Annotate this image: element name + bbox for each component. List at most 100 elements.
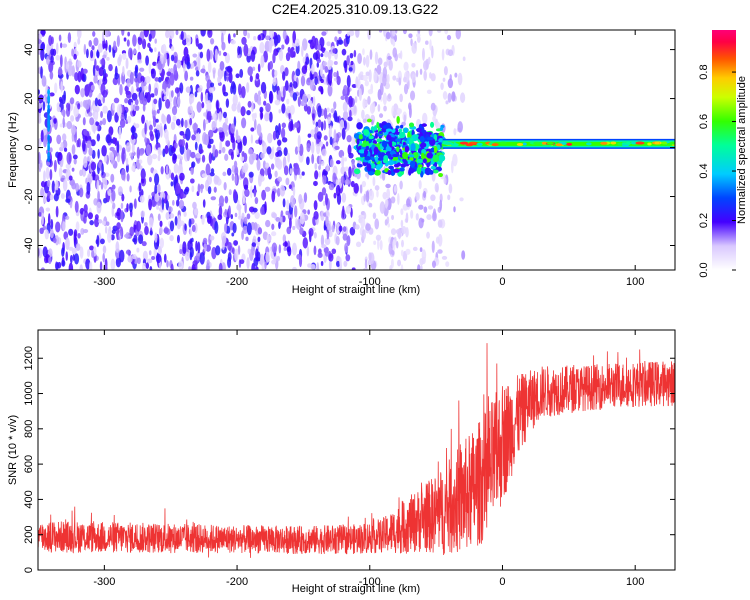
noise-blob [156, 204, 160, 210]
noise-blob [105, 39, 108, 51]
noise-blob [195, 153, 201, 159]
noise-blob [276, 255, 281, 262]
noise-blob [378, 113, 384, 118]
noise-blob [408, 33, 413, 39]
noise-blob [154, 47, 157, 53]
noise-blob [332, 172, 337, 185]
noise-blob [430, 194, 436, 202]
noise-blob [312, 112, 315, 121]
noise-blob [275, 217, 281, 222]
noise-blob [184, 70, 189, 82]
noise-blob [271, 190, 276, 203]
noise-blob [350, 60, 354, 66]
noise-blob [219, 60, 225, 71]
noise-blob [325, 141, 329, 147]
noise-blob [72, 154, 78, 160]
noise-blob [401, 121, 406, 126]
noise-blob [230, 136, 235, 143]
noise-blob [232, 94, 238, 107]
noise-blob [206, 48, 211, 62]
noise-blob [244, 202, 247, 214]
noise-blob [430, 73, 436, 82]
signal-peak [555, 143, 563, 147]
noise-blob [185, 86, 191, 93]
noise-blob [373, 240, 377, 245]
noise-blob [406, 198, 411, 208]
noise-blob [92, 104, 96, 111]
noise-blob [423, 60, 429, 71]
noise-blob [56, 134, 62, 145]
noise-blob [313, 180, 318, 187]
noise-blob [76, 30, 82, 39]
noise-blob [65, 61, 70, 70]
noise-blob [351, 159, 355, 169]
signal-cluster-blob [353, 133, 361, 139]
noise-blob [43, 170, 46, 183]
noise-blob [368, 69, 372, 83]
noise-blob [362, 74, 369, 82]
noise-blob [345, 254, 351, 262]
noise-blob [131, 165, 135, 172]
noise-blob [65, 237, 70, 250]
noise-blob [110, 156, 115, 165]
noise-blob [292, 81, 298, 89]
signal-cluster-blob [385, 122, 392, 130]
noise-streak-blob [47, 145, 50, 152]
noise-blob [59, 123, 64, 128]
noise-blob [426, 214, 432, 220]
noise-blob [348, 67, 353, 72]
noise-blob [348, 30, 355, 37]
noise-blob [197, 87, 203, 93]
noise-blob [135, 220, 142, 232]
signal-cluster-blob [426, 152, 433, 159]
noise-blob [267, 166, 271, 177]
noise-blob [135, 123, 140, 129]
noise-blob [87, 212, 94, 220]
noise-blob [418, 204, 424, 210]
noise-blob [217, 214, 223, 221]
noise-blob [372, 212, 377, 220]
noise-blob [335, 260, 341, 267]
noise-blob [119, 118, 126, 128]
noise-blob [326, 107, 330, 113]
noise-blob [271, 212, 277, 219]
noise-blob [122, 65, 125, 77]
noise-blob [208, 152, 213, 164]
noise-blob [415, 213, 419, 221]
noise-blob [141, 97, 148, 106]
signal-cluster-blob [438, 154, 446, 162]
noise-blob [354, 224, 360, 230]
noise-blob [333, 61, 338, 66]
noise-blob [445, 100, 449, 105]
noise-blob [314, 170, 319, 180]
noise-blob [462, 56, 466, 62]
noise-blob [228, 205, 231, 219]
noise-blob [236, 103, 241, 113]
noise-blob [344, 242, 349, 253]
noise-blob [159, 191, 166, 201]
noise-blob [209, 138, 214, 145]
noise-blob [323, 107, 328, 120]
signal-cluster-blob [376, 121, 380, 129]
noise-blob [108, 63, 113, 72]
noise-blob [205, 265, 211, 270]
noise-blob [222, 84, 226, 95]
noise-blob [411, 42, 417, 54]
signal-cluster-blob [358, 149, 366, 154]
noise-blob [269, 111, 273, 123]
noise-blob [431, 260, 437, 268]
noise-blob [377, 104, 381, 112]
noise-blob [225, 131, 229, 137]
noise-blob [312, 106, 315, 114]
noise-blob [289, 167, 293, 175]
noise-blob [49, 92, 55, 97]
noise-blob [131, 253, 137, 260]
noise-blob [445, 261, 450, 267]
noise-blob [130, 152, 134, 161]
noise-blob [300, 75, 306, 87]
noise-blob [428, 30, 433, 37]
spectrogram-x-label: Height of straight line (km) [292, 284, 420, 296]
noise-blob [96, 201, 102, 214]
noise-blob [74, 71, 79, 82]
noise-blob [320, 53, 324, 58]
